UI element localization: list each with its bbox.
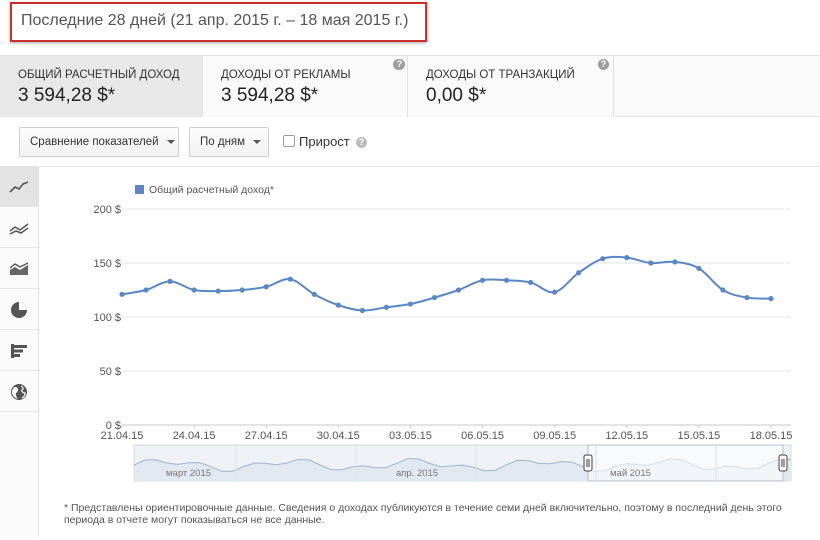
chart-grid [122, 208, 791, 426]
data-point [528, 279, 534, 286]
x-tick-label: 06.05.15 [461, 430, 504, 442]
range-navigator[interactable]: март 2015 апр. 2015 май 2015 [133, 444, 792, 482]
series-path [121, 255, 772, 312]
chart-toolbar: Сравнение показателей По дням [0, 118, 820, 166]
data-point [239, 287, 245, 293]
data-point [648, 260, 654, 266]
data-point [576, 270, 582, 276]
data-point [720, 287, 726, 293]
data-point [359, 307, 365, 314]
y-tick-label: 50 $ [100, 366, 121, 378]
line-chart-icon [9, 180, 29, 193]
compare-metrics-dropdown[interactable]: Сравнение показателей [19, 127, 179, 157]
navigator-right-handle[interactable] [778, 454, 788, 472]
y-tick-label: 150 $ [93, 258, 121, 270]
y-tick-label: 200 $ [93, 204, 121, 216]
metric-label: ОБЩИЙ РАСЧЕТНЫЙ ДОХОД [18, 69, 180, 81]
granularity-dropdown[interactable]: По дням [189, 127, 269, 157]
x-tick-label: 21.04.15 [101, 430, 144, 442]
data-point [119, 291, 125, 297]
data-point [696, 265, 702, 271]
y-tick-label: 100 $ [93, 312, 121, 324]
revenue-line-chart: Общий расчетный доход* 0 $ 50 $ 100 $ 150 $… [93, 184, 793, 482]
data-point [383, 304, 390, 310]
chart-type-geo[interactable] [0, 372, 38, 412]
metric-tab-total-revenue[interactable]: ОБЩИЙ РАСЧЕТНЫЙ ДОХОД 3 594,28 $* [0, 56, 203, 117]
help-icon[interactable]: ? [356, 137, 367, 148]
chart-type-stacked-area[interactable] [0, 249, 38, 289]
y-axis-labels: 0 $ 50 $ 100 $ 150 $ 200 $ [93, 204, 121, 432]
data-point [431, 294, 438, 301]
x-tick-label: 12.05.15 [605, 430, 648, 442]
navigator-month-label: май 2015 [610, 468, 651, 479]
metric-tab-ad-revenue[interactable]: ДОХОДЫ ОТ РЕКЛАМЫ 3 594,28 $* ? [203, 56, 408, 117]
series-line [119, 255, 774, 314]
data-point [215, 288, 221, 294]
y-tick-label: 0 $ [106, 420, 121, 432]
footnote: * Представлены ориентировочные данные. С… [64, 502, 782, 526]
data-point [768, 296, 774, 302]
growth-checkbox[interactable] [283, 135, 295, 147]
data-point [191, 287, 197, 293]
metric-tab-transaction-revenue[interactable]: ДОХОДЫ ОТ ТРАНЗАКЦИЙ 0,00 $* ? [408, 56, 614, 117]
pie-chart-icon [11, 301, 27, 318]
metric-label: ДОХОДЫ ОТ РЕКЛАМЫ [221, 69, 351, 81]
data-point [407, 301, 414, 307]
metric-label: ДОХОДЫ ОТ ТРАНЗАКЦИЙ [426, 69, 575, 81]
chevron-down-icon [166, 139, 175, 144]
date-range-selector[interactable]: Последние 28 дней (21 апр. 2015 г. – 18 … [10, 2, 427, 42]
metric-value: 3 594,28 $* [18, 85, 116, 106]
globe-icon [11, 383, 27, 400]
data-point [479, 277, 486, 283]
growth-label[interactable]: Прирост [299, 134, 350, 149]
granularity-label: По дням [200, 136, 246, 148]
x-tick-label: 09.05.15 [533, 430, 576, 442]
chart-type-pie[interactable] [0, 290, 38, 330]
data-point [335, 302, 341, 308]
x-tick-label: 24.04.15 [173, 430, 216, 442]
data-point [672, 259, 678, 265]
data-point [744, 294, 750, 301]
chart-type-multi-line[interactable] [0, 208, 38, 248]
metric-tabs: ОБЩИЙ РАСЧЕТНЫЙ ДОХОД 3 594,28 $* ДОХОДЫ… [0, 55, 820, 117]
navigator-month-label: март 2015 [166, 468, 211, 479]
x-tick-label: 27.04.15 [245, 430, 288, 442]
data-point [503, 277, 510, 283]
chart-type-bar[interactable] [0, 331, 38, 371]
x-tick-label: 18.05.15 [750, 430, 793, 442]
data-point [600, 256, 606, 262]
data-point [143, 287, 149, 293]
data-point [287, 276, 293, 282]
data-point [263, 284, 269, 290]
stacked-area-chart-icon [9, 261, 29, 275]
data-point [552, 289, 558, 295]
x-tick-label: 03.05.15 [389, 430, 432, 442]
x-axis-labels: 21.04.15 24.04.15 27.04.15 30.04.15 03.05.15… [101, 425, 793, 442]
navigator-selection [587, 444, 784, 482]
data-point [167, 278, 173, 284]
chart-legend: Общий расчетный доход* [135, 184, 274, 196]
multi-line-chart-icon [9, 222, 29, 235]
help-icon[interactable]: ? [598, 59, 609, 70]
data-point [624, 255, 630, 261]
help-icon[interactable]: ? [394, 59, 405, 70]
date-range-label: Последние 28 дней (21 апр. 2015 г. – 18 … [21, 12, 409, 29]
navigator-month-label: апр. 2015 [396, 468, 438, 479]
navigator-left-handle[interactable] [583, 454, 593, 472]
x-tick-label: 15.05.15 [677, 430, 720, 442]
legend-label: Общий расчетный доход* [149, 184, 274, 196]
metric-value: 3 594,28 $* [221, 85, 319, 106]
chevron-down-icon [253, 139, 262, 144]
divider [0, 166, 820, 167]
metric-value: 0,00 $* [426, 85, 487, 106]
data-point [311, 291, 317, 297]
legend-swatch [135, 185, 144, 194]
chart-type-sidebar [0, 167, 39, 537]
x-tick-label: 30.04.15 [317, 430, 360, 442]
chart-type-line[interactable] [0, 167, 38, 207]
data-point [455, 287, 462, 293]
bar-chart-icon [11, 343, 27, 358]
compare-metrics-label: Сравнение показателей [30, 136, 159, 148]
